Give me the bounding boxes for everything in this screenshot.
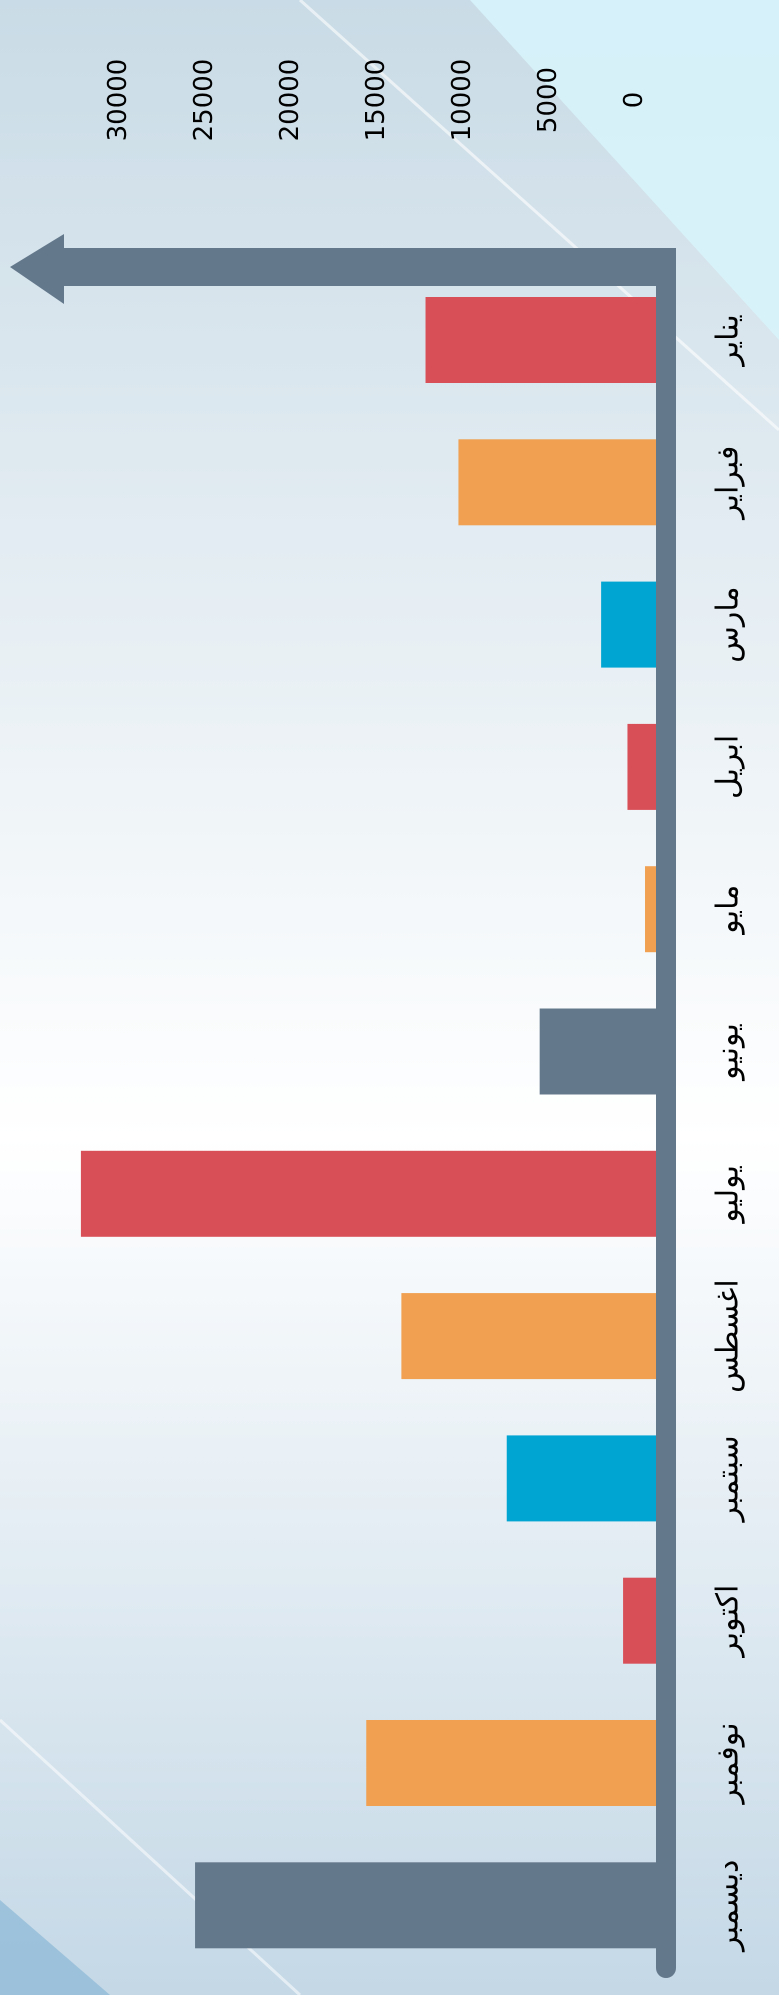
category-label: ابريل	[711, 735, 746, 799]
category-label: يونيو	[711, 1023, 746, 1082]
tick-label: 15000	[361, 59, 391, 142]
value-axis-ticks: 0 5000 10000 15000 20000 25000 30000	[103, 59, 649, 142]
bar	[601, 581, 656, 668]
bar	[645, 866, 656, 953]
bar	[401, 1293, 656, 1380]
bar	[506, 1435, 656, 1522]
category-label: نوفمبر	[711, 1722, 746, 1805]
axis-arrow-shaft	[60, 248, 676, 286]
tick-label: 10000	[447, 59, 477, 142]
bar	[458, 439, 656, 526]
axis-line	[656, 248, 676, 1978]
tick-label: 0	[619, 92, 649, 109]
tick-label: 30000	[103, 59, 133, 142]
bar	[425, 297, 656, 383]
bar	[195, 1862, 657, 1949]
bar	[80, 1150, 656, 1237]
background-corner-shape	[0, 1900, 110, 1995]
tick-label: 20000	[275, 59, 305, 142]
category-label: فبراير	[711, 446, 746, 521]
value-axis	[10, 234, 676, 1978]
tick-label: 25000	[189, 59, 219, 142]
category-label: يوليو	[711, 1165, 746, 1225]
category-label: ديسمبر	[711, 1860, 746, 1953]
category-label: مايو	[711, 885, 746, 936]
category-labels: يناير فبراير مارس ابريل مايو يونيو يوليو اغسطس س…	[711, 314, 746, 1953]
category-label: يناير	[711, 314, 746, 367]
category-label: اكتوبر	[711, 1585, 746, 1659]
bar-series	[80, 297, 657, 1949]
category-label: مارس	[711, 586, 746, 662]
bar	[623, 1577, 656, 1664]
category-label: سبتمبر	[711, 1435, 746, 1523]
bar	[627, 723, 656, 810]
background-light-shape	[470, 0, 779, 340]
bar	[366, 1720, 656, 1806]
axis-arrow-head	[10, 234, 64, 304]
category-label: اغسطس	[711, 1279, 746, 1393]
background-diagonal-line	[298, 0, 779, 432]
bar	[539, 1008, 656, 1095]
tick-label: 5000	[533, 67, 563, 133]
background-diagonal-line-lower	[0, 1718, 302, 1995]
